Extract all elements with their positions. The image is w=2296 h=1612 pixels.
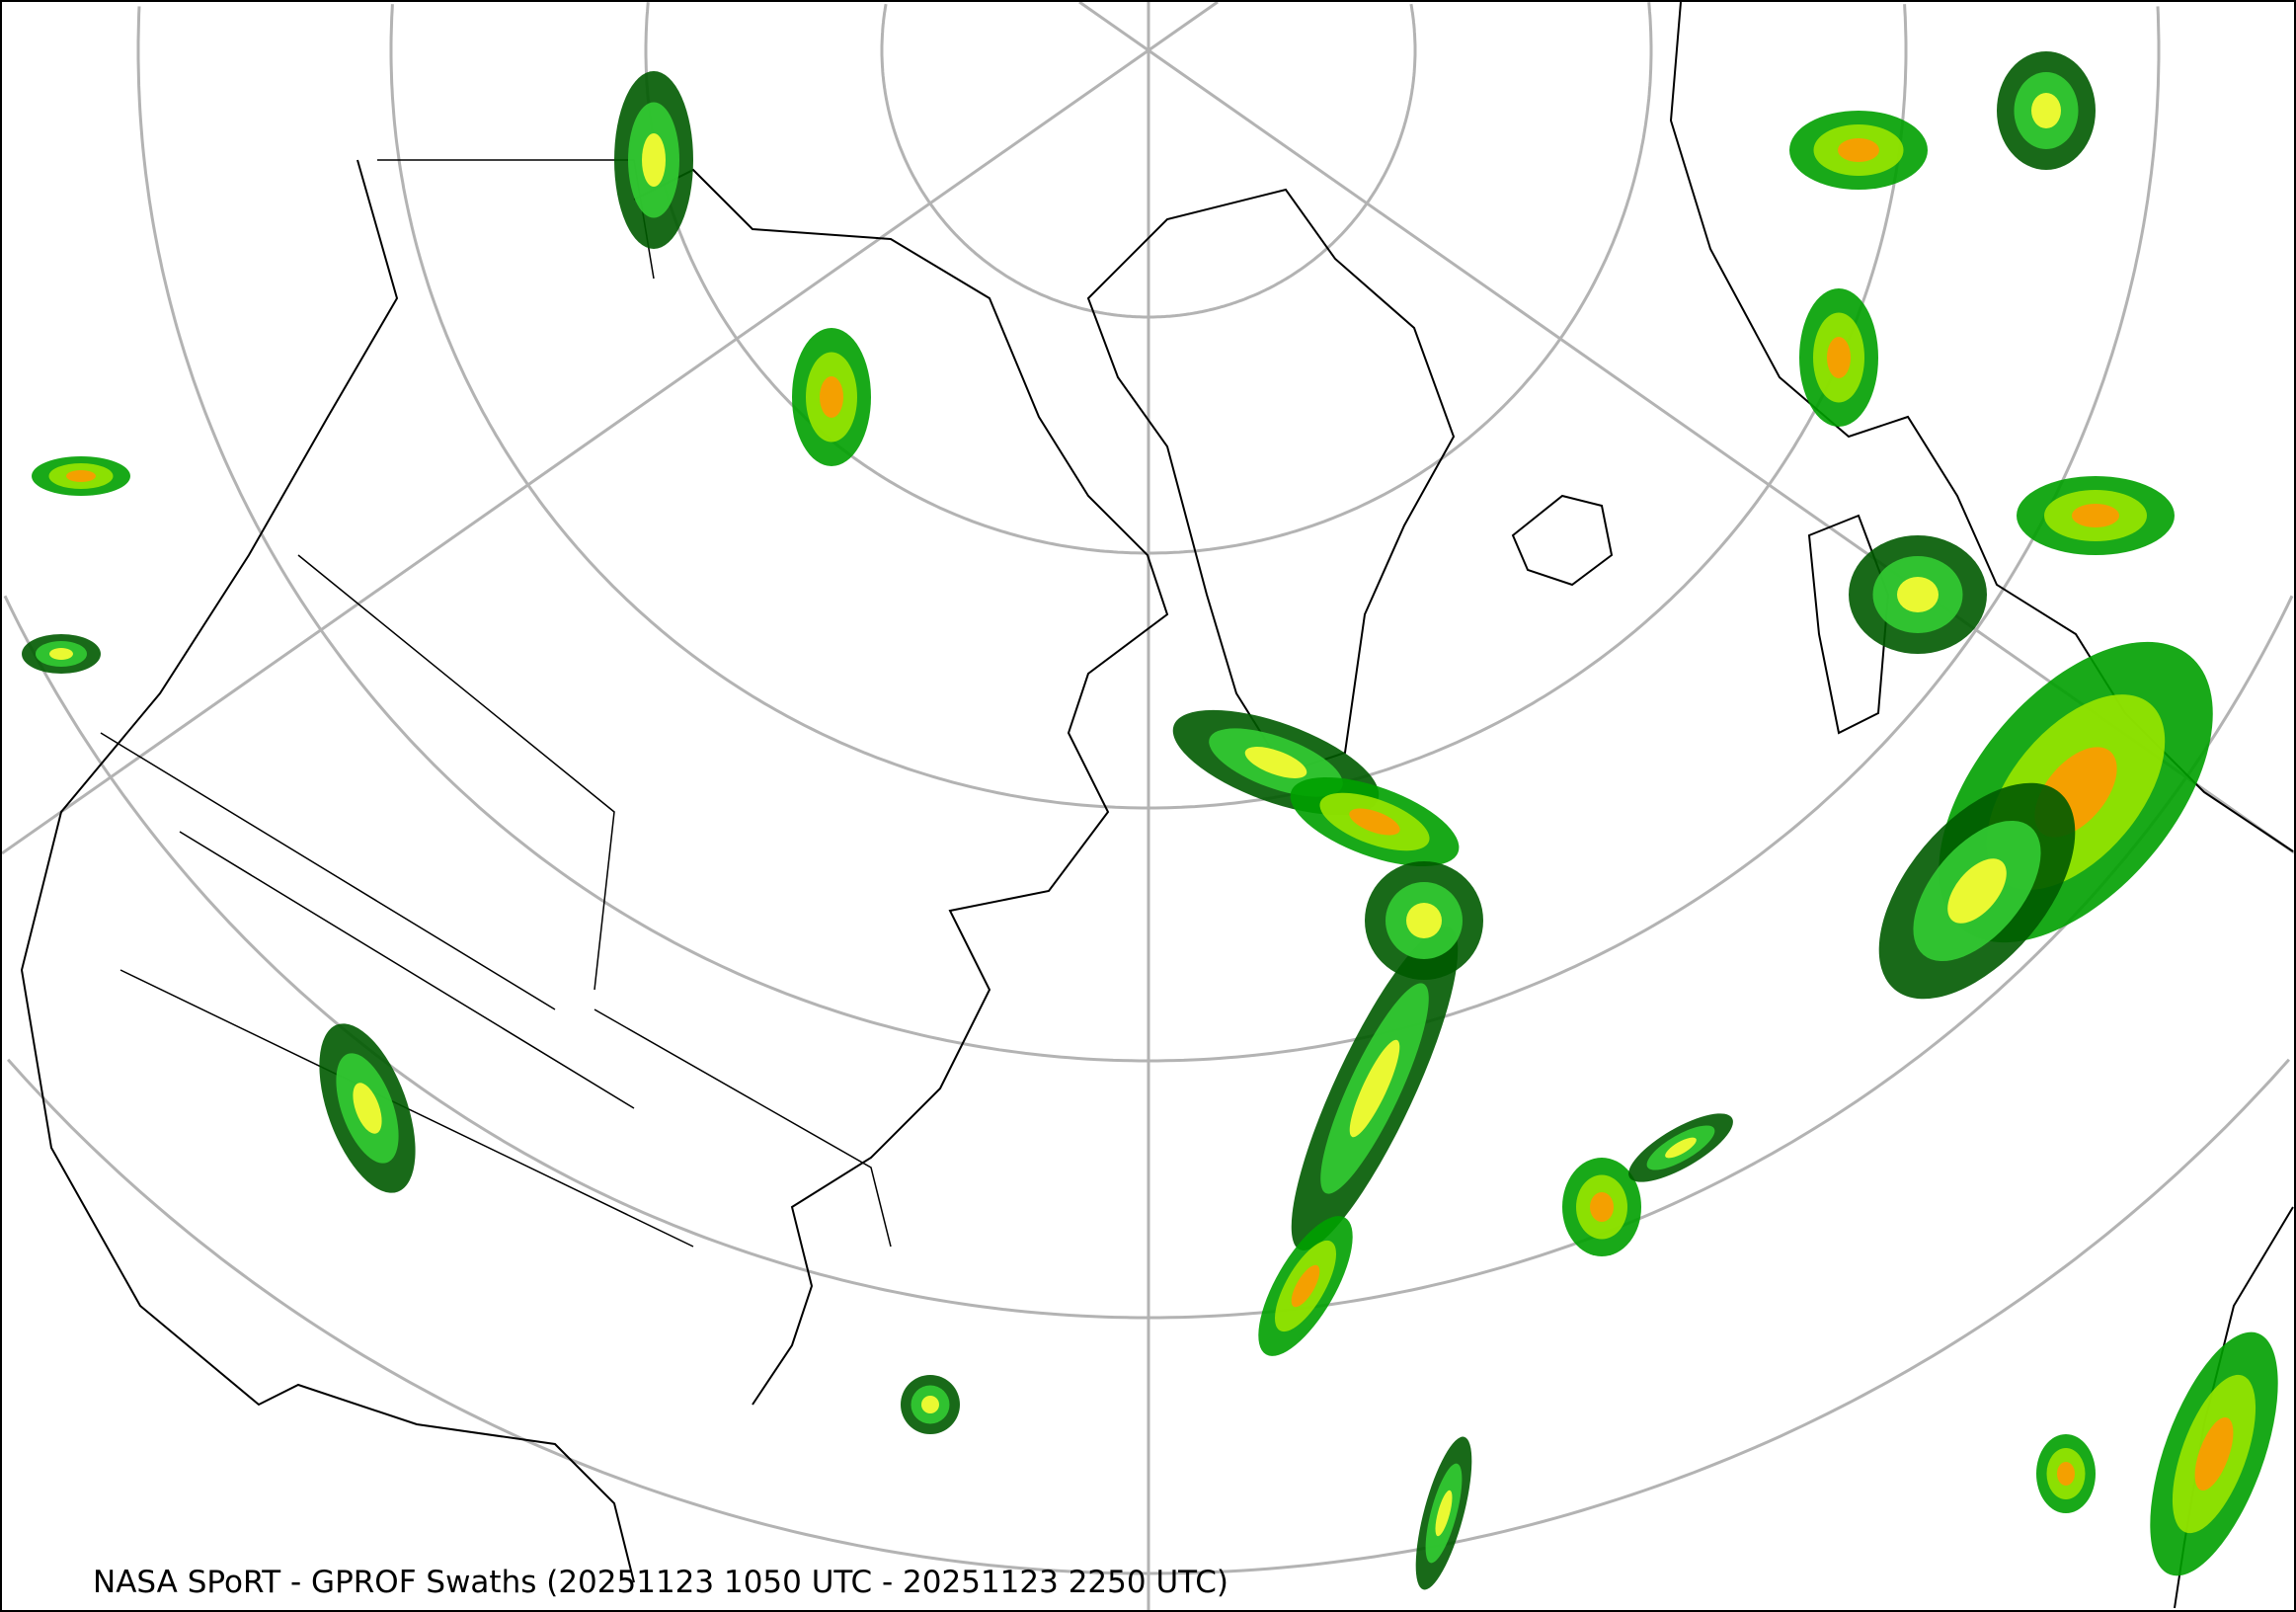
us-borders (100, 159, 892, 1248)
precip-swath-patch (1406, 903, 1442, 938)
north-america-coastline (20, 159, 1169, 1583)
precip-swath-patch (820, 376, 843, 418)
map-title: NASA SPoRT - GPROF Swaths (20251123 1050… (93, 1565, 1228, 1600)
precip-swath-patch (2031, 93, 2061, 128)
precip-swath-patch (66, 470, 96, 482)
precip-swath-patch (2194, 1416, 2234, 1491)
meridian-line (1148, 2, 1219, 52)
precip-swath-patch (1838, 138, 1879, 162)
precip-swath-patch (1435, 1490, 1453, 1537)
precip-swath-patch (1349, 1039, 1400, 1138)
precip-swath-patch (921, 1396, 939, 1413)
latitude-circle (880, 3, 1417, 319)
precip-swath-patch (1590, 1192, 1614, 1222)
precip-swath-patch (1291, 1264, 1320, 1308)
precipitation-swaths (22, 51, 2278, 1590)
precip-swath-patch (1665, 1137, 1697, 1159)
meridian-line (1078, 2, 1149, 52)
precip-swath-patch (353, 1083, 382, 1134)
greenland-coastline (1086, 188, 1456, 774)
precip-swath-patch (2057, 1462, 2075, 1486)
precip-swath-patch (1827, 337, 1851, 378)
precip-swath-patch (642, 133, 666, 187)
precip-swath-patch (1947, 858, 2007, 924)
iceland-coastline (1511, 494, 1614, 587)
precip-swath-patch (1897, 577, 1939, 612)
precip-swath-patch (2072, 504, 2119, 527)
meridian-line (2, 48, 1149, 855)
coastlines (20, 2, 2294, 1609)
precip-swath-patch (49, 648, 73, 660)
precip-swath-patch (1244, 747, 1307, 778)
precip-swath-patch (1349, 808, 1400, 836)
